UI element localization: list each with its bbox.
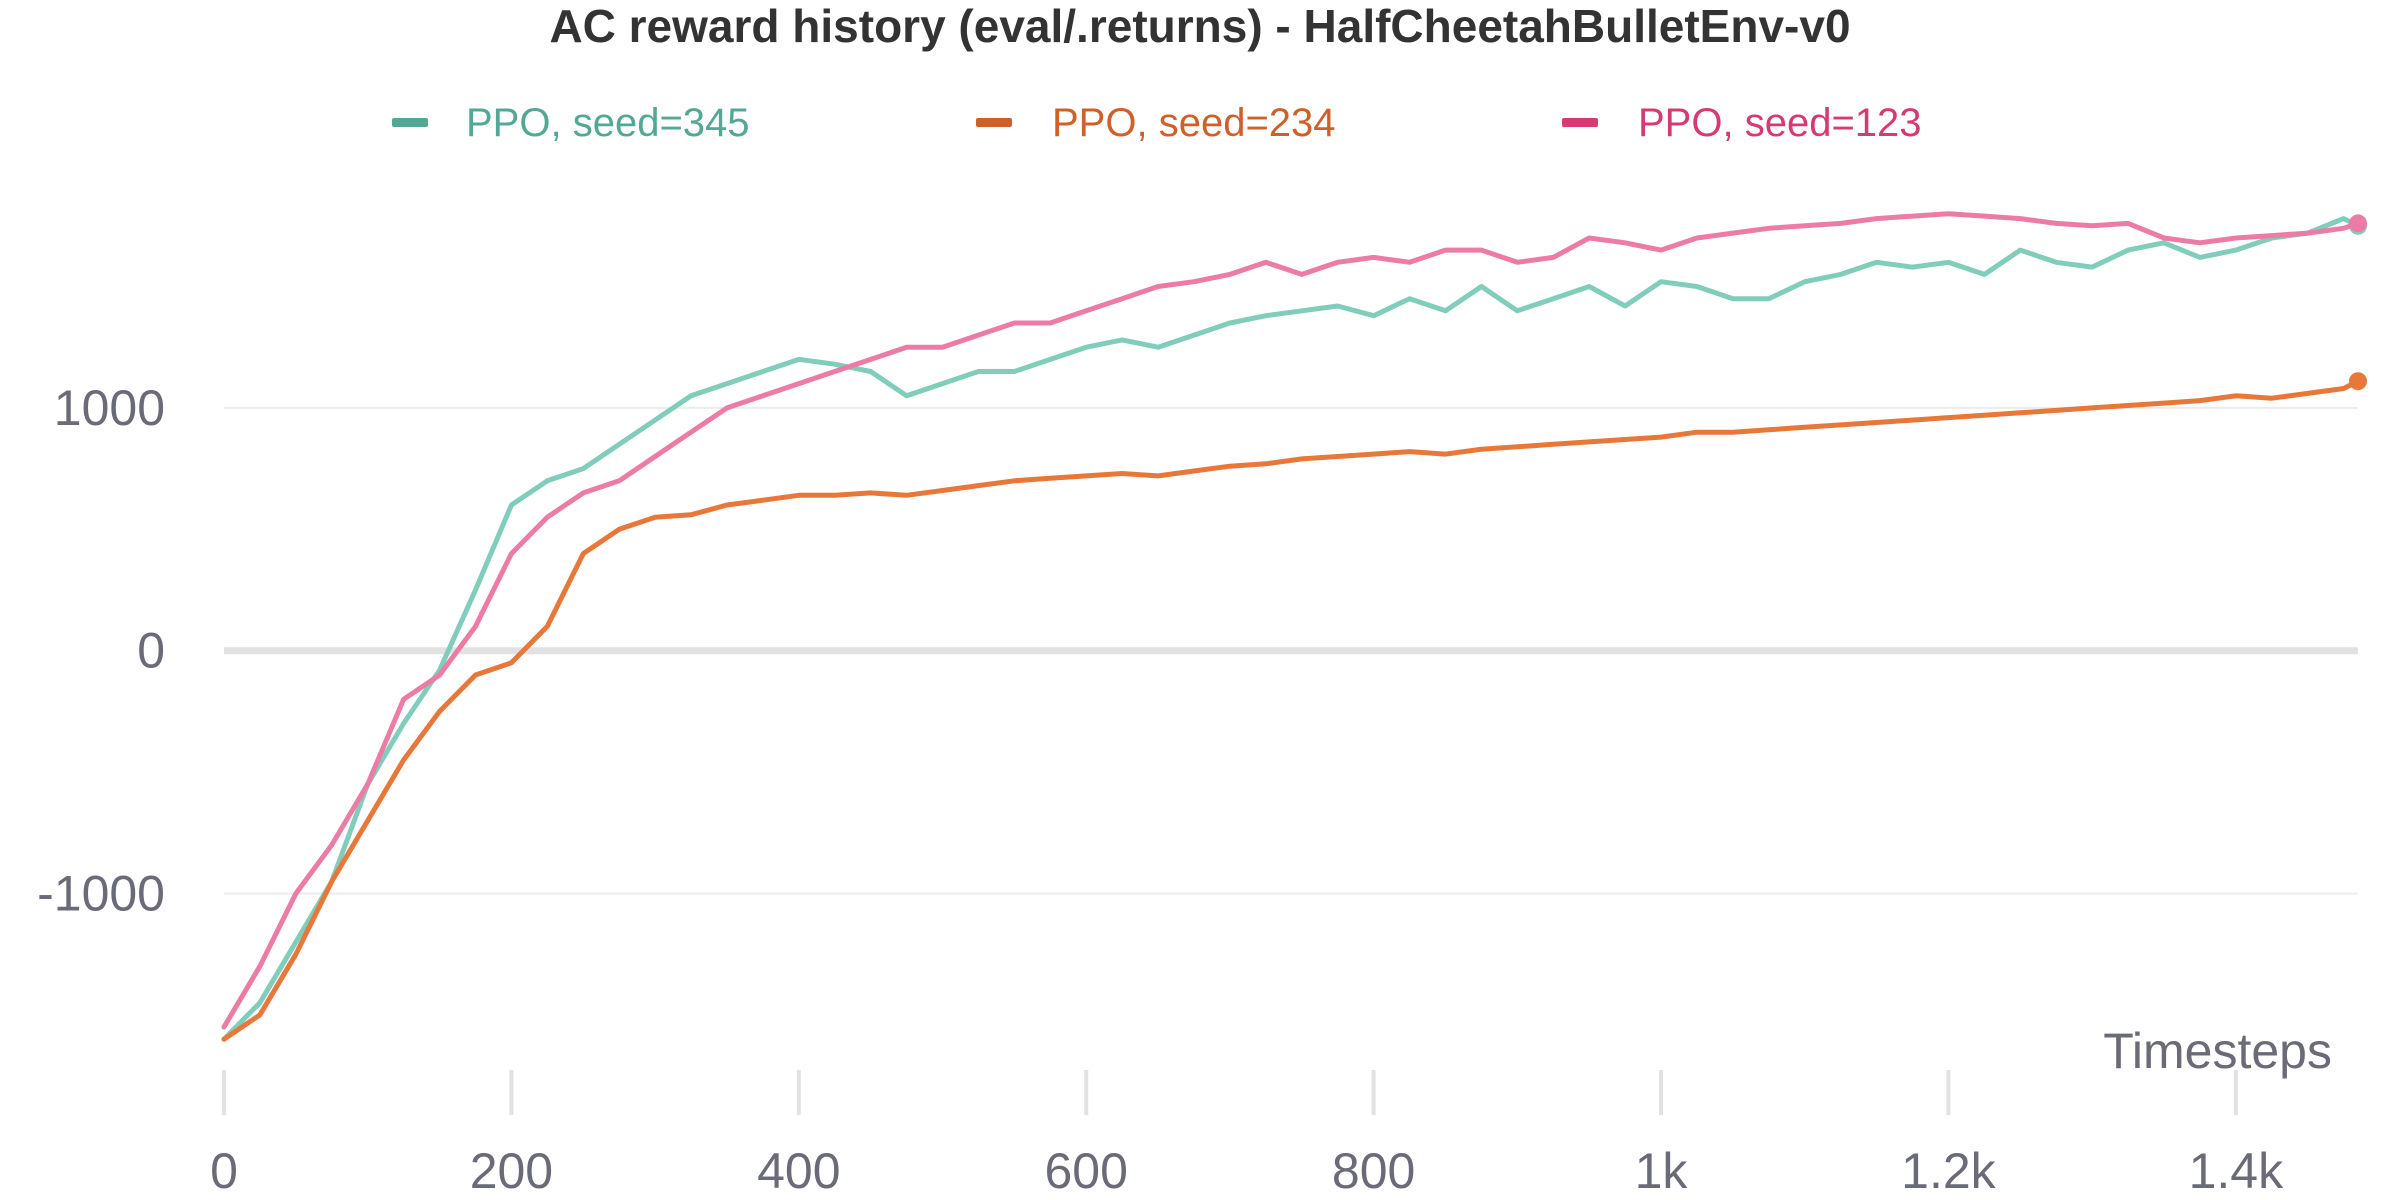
legend-swatch-seed-123 (1562, 118, 1598, 127)
series-line-seed-234 (221, 378, 2361, 1042)
legend-swatch-seed-345 (392, 118, 428, 127)
series-end-point-seed-123 (2349, 214, 2367, 233)
legend-label-seed-123: PPO, seed=123 (1638, 101, 1922, 145)
series-end-point-seed-234 (2349, 372, 2367, 391)
x-tick-label: 1.4k (2189, 1143, 2285, 1199)
y-tick-label: -1000 (37, 865, 165, 921)
gridlines (224, 406, 2358, 895)
series-lines (221, 211, 2367, 1042)
legend: PPO, seed=345 PPO, seed=234 PPO, seed=12… (392, 101, 1922, 145)
legend-label-seed-345: PPO, seed=345 (466, 101, 750, 145)
legend-label-seed-234: PPO, seed=234 (1052, 101, 1336, 145)
series-line-seed-123 (221, 211, 2361, 1030)
x-axis-label: Timesteps (2103, 1023, 2332, 1079)
x-tick-label: 400 (757, 1143, 840, 1199)
legend-swatch-seed-234 (976, 118, 1012, 127)
x-tick-label: 600 (1045, 1143, 1128, 1199)
x-axis-ticks: 0 200 400 600 800 1k 1.2k 1.4k (210, 1070, 2284, 1199)
x-tick-label: 1k (1635, 1143, 1689, 1199)
legend-item-seed-123[interactable]: PPO, seed=123 (1562, 101, 1922, 145)
x-tick-label: 200 (470, 1143, 553, 1199)
y-tick-label: 1000 (54, 380, 165, 436)
chart-title: AC reward history (eval/.returns) - Half… (549, 0, 1850, 52)
series-line-seed-345 (221, 216, 2361, 1042)
y-tick-label: 0 (137, 623, 165, 679)
y-axis-ticks: -1000 0 1000 (37, 380, 165, 922)
x-tick-label: 800 (1332, 1143, 1415, 1199)
legend-item-seed-234[interactable]: PPO, seed=234 (976, 101, 1336, 145)
x-tick-label: 1.2k (1901, 1143, 1997, 1199)
x-tick-label: 0 (210, 1143, 238, 1199)
legend-item-seed-345[interactable]: PPO, seed=345 (392, 101, 750, 145)
